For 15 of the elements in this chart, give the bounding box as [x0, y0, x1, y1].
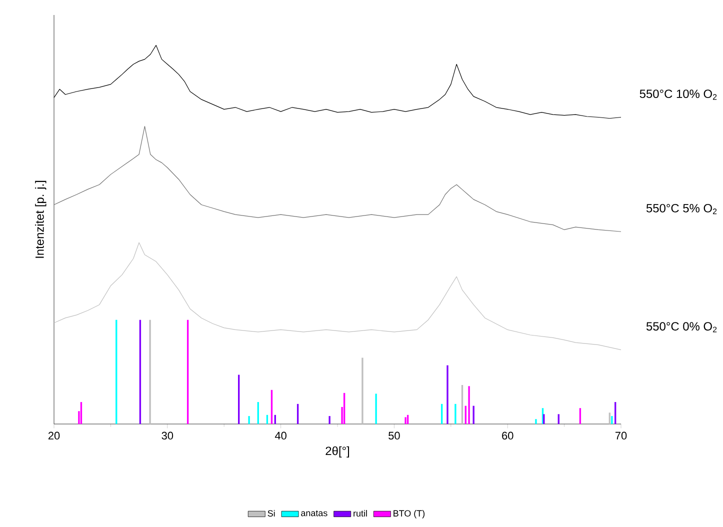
legend-label: anatas — [301, 510, 328, 516]
x-axis-title: 2θ[°] — [326, 446, 350, 458]
x-tick-label: 70 — [615, 432, 627, 440]
x-tick-label: 40 — [274, 432, 286, 440]
x-tick-label: 20 — [48, 432, 60, 440]
text: 550°C 10% O$_{2}$ — [640, 90, 717, 100]
legend-label: BTO (T) — [394, 510, 425, 518]
text: 550°C 0% O$_{2}$ — [646, 322, 717, 332]
x-tick-label: 50 — [388, 432, 400, 440]
x-tick-label: 60 — [502, 432, 514, 440]
y-axis-title: Intenzitet [p. j.] — [35, 180, 46, 258]
text: 550°C 5% O$_{2}$ — [646, 204, 717, 214]
legend-label: Si — [268, 510, 275, 517]
x-tick-label: 30 — [162, 432, 174, 440]
legend-label: rutil — [354, 510, 367, 517]
